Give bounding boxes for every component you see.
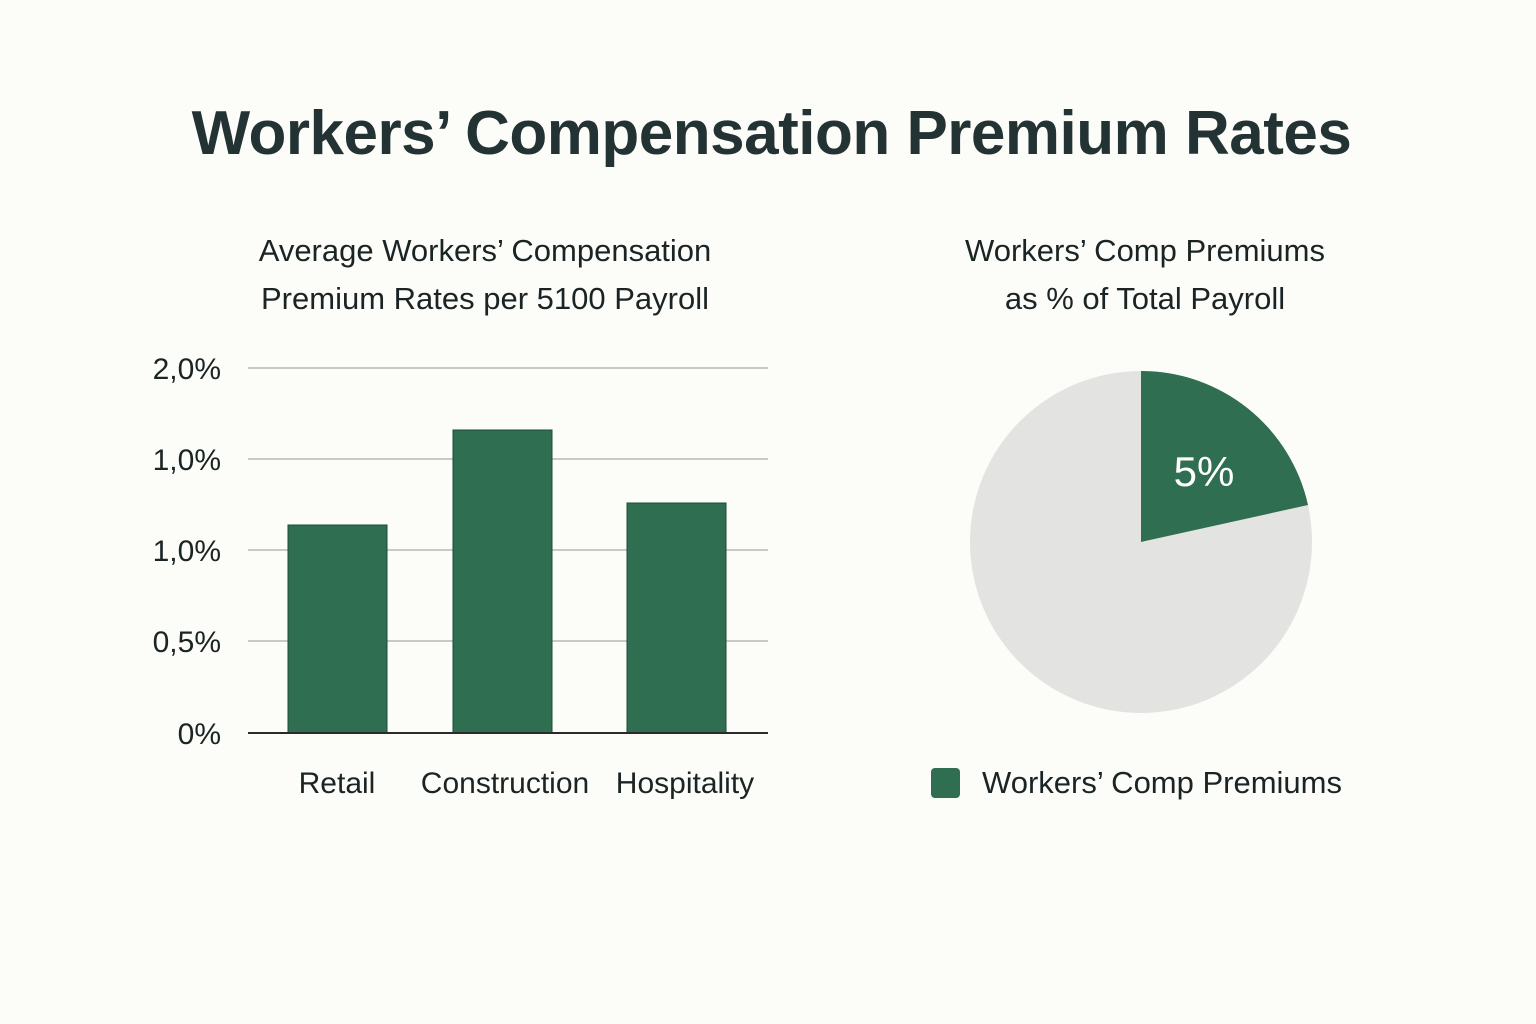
bars bbox=[287, 429, 727, 734]
legend-label: Workers’ Comp Premiums bbox=[982, 765, 1342, 800]
pie-slice-workers-comp bbox=[1141, 370, 1308, 542]
y-tick-label: 1,0% bbox=[153, 444, 221, 477]
bar-chart-title: Average Workers’ Compensation Premium Ra… bbox=[180, 227, 790, 323]
category-label-construction: Construction bbox=[421, 767, 589, 800]
pie-slice-label: 5% bbox=[1174, 448, 1235, 495]
y-tick-label: 1,0% bbox=[153, 535, 221, 568]
category-label-retail: Retail bbox=[299, 767, 376, 800]
y-tick-label: 0,5% bbox=[153, 626, 221, 659]
category-label-hospitality: Hospitality bbox=[616, 767, 754, 800]
bar-hospitality bbox=[626, 502, 727, 734]
bar-chart-title-line-1: Average Workers’ Compensation bbox=[258, 233, 712, 268]
y-tick-label: 0% bbox=[178, 718, 221, 751]
pie-legend: Workers’ Comp Premiums bbox=[931, 765, 1342, 801]
bar-construction bbox=[452, 429, 553, 734]
page-title: Workers’ Compensation Premium Rates bbox=[191, 99, 1352, 168]
y-tick-label: 2,0% bbox=[153, 353, 221, 386]
legend-swatch-icon bbox=[931, 768, 960, 798]
bar-chart: 2,0% 1,0% 1,0% 0,5% 0% Retail Constructi… bbox=[153, 353, 768, 800]
pie-chart-title-line-1: Workers’ Comp Premiums bbox=[965, 233, 1325, 268]
pie-chart: 5% bbox=[970, 370, 1312, 713]
bar-retail bbox=[287, 524, 388, 734]
x-axis-categories: Retail Construction Hospitality bbox=[299, 767, 755, 800]
y-axis-ticks: 2,0% 1,0% 1,0% 0,5% 0% bbox=[153, 353, 221, 751]
pie-chart-title: Workers’ Comp Premiums as % of Total Pay… bbox=[900, 227, 1390, 323]
pie-chart-title-line-2: as % of Total Payroll bbox=[1004, 281, 1286, 316]
bar-chart-title-line-2: Premium Rates per 5100 Payroll bbox=[261, 281, 709, 316]
